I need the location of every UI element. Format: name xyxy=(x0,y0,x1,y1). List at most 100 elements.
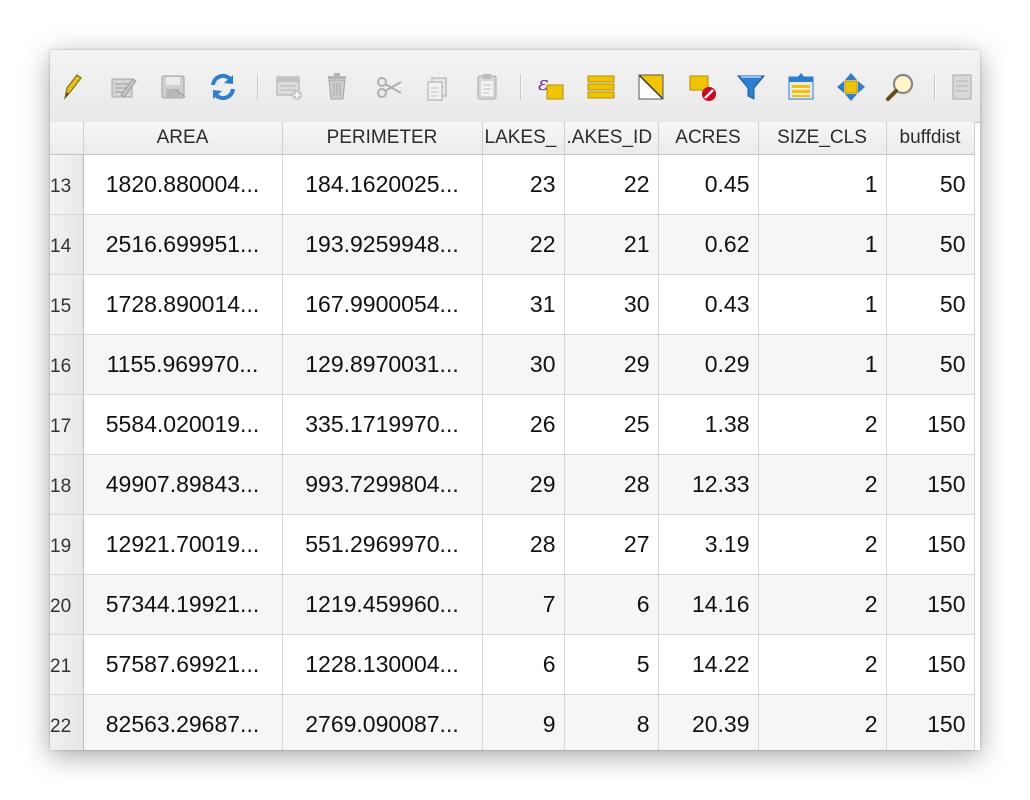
cell-lakes[interactable]: 22 xyxy=(482,214,565,275)
cell-size-cls[interactable]: 2 xyxy=(758,574,887,635)
row-number[interactable]: 18 xyxy=(50,454,84,515)
table-row[interactable]: 21 57587.69921... 1228.130004... 6 5 14.… xyxy=(50,634,975,695)
cell-lakes[interactable]: 31 xyxy=(482,274,565,335)
zoom-to-selected-icon[interactable] xyxy=(884,70,918,104)
cell-size-cls[interactable]: 1 xyxy=(758,154,887,215)
cell-buffdist[interactable]: 150 xyxy=(886,514,975,575)
delete-selected-icon[interactable] xyxy=(320,70,354,104)
cell-lakes[interactable]: 30 xyxy=(482,334,565,395)
invert-selection-icon[interactable] xyxy=(634,70,668,104)
row-number[interactable]: 19 xyxy=(50,514,84,575)
cell-acres[interactable]: 12.33 xyxy=(658,454,759,515)
cell-perimeter[interactable]: 993.7299804... xyxy=(282,454,483,515)
deselect-all-icon[interactable] xyxy=(686,70,720,104)
cell-buffdist[interactable]: 150 xyxy=(886,454,975,515)
cell-lakes[interactable]: 26 xyxy=(482,394,565,455)
reload-table-icon[interactable] xyxy=(206,70,240,104)
cell-lakes-id[interactable]: 28 xyxy=(564,454,659,515)
row-number[interactable]: 17 xyxy=(50,394,84,455)
corner-header[interactable] xyxy=(50,122,84,155)
table-row[interactable]: 20 57344.19921... 1219.459960... 7 6 14.… xyxy=(50,574,975,635)
cell-buffdist[interactable]: 50 xyxy=(886,274,975,335)
cell-buffdist[interactable]: 50 xyxy=(886,214,975,275)
select-all-icon[interactable] xyxy=(584,70,618,104)
cell-acres[interactable]: 1.38 xyxy=(658,394,759,455)
save-edits-icon[interactable] xyxy=(156,70,190,104)
cell-lakes-id[interactable]: 8 xyxy=(564,694,659,750)
cell-perimeter[interactable]: 193.9259948... xyxy=(282,214,483,275)
column-header-lakes-id[interactable]: .AKES_ID xyxy=(564,122,659,155)
filter-icon[interactable] xyxy=(734,70,768,104)
cell-lakes-id[interactable]: 6 xyxy=(564,574,659,635)
cell-lakes-id[interactable]: 30 xyxy=(564,274,659,335)
cell-size-cls[interactable]: 2 xyxy=(758,394,887,455)
cell-lakes-id[interactable]: 21 xyxy=(564,214,659,275)
cell-buffdist[interactable]: 50 xyxy=(886,154,975,215)
cell-perimeter[interactable]: 335.1719970... xyxy=(282,394,483,455)
column-header-acres[interactable]: ACRES xyxy=(658,122,759,155)
cell-area[interactable]: 12921.70019... xyxy=(83,514,283,575)
select-by-expression-icon[interactable]: ε xyxy=(534,70,568,104)
table-row[interactable]: 22 82563.29687... 2769.090087... 9 8 20.… xyxy=(50,694,975,750)
cell-area[interactable]: 57587.69921... xyxy=(83,634,283,695)
cell-area[interactable]: 49907.89843... xyxy=(83,454,283,515)
cell-perimeter[interactable]: 551.2969970... xyxy=(282,514,483,575)
cell-lakes[interactable]: 28 xyxy=(482,514,565,575)
column-header-area[interactable]: AREA xyxy=(83,122,283,155)
cell-area[interactable]: 1728.890014... xyxy=(83,274,283,335)
paste-icon[interactable] xyxy=(470,70,504,104)
toggle-multi-edit-icon[interactable] xyxy=(106,70,140,104)
move-selection-to-top-icon[interactable] xyxy=(784,70,818,104)
cell-area[interactable]: 82563.29687... xyxy=(83,694,283,750)
table-row[interactable]: 17 5584.020019... 335.1719970... 26 25 1… xyxy=(50,394,975,455)
cell-perimeter[interactable]: 1228.130004... xyxy=(282,634,483,695)
cell-buffdist[interactable]: 150 xyxy=(886,574,975,635)
cut-icon[interactable] xyxy=(372,70,406,104)
row-number[interactable]: 15 xyxy=(50,274,84,335)
column-header-size-cls[interactable]: SIZE_CLS xyxy=(758,122,887,155)
table-row[interactable]: 19 12921.70019... 551.2969970... 28 27 3… xyxy=(50,514,975,575)
cell-perimeter[interactable]: 184.1620025... xyxy=(282,154,483,215)
cell-buffdist[interactable]: 50 xyxy=(886,334,975,395)
cell-acres[interactable]: 0.29 xyxy=(658,334,759,395)
cell-acres[interactable]: 0.62 xyxy=(658,214,759,275)
toggle-editing-icon[interactable] xyxy=(54,70,88,104)
table-row[interactable]: 14 2516.699951... 193.9259948... 22 21 0… xyxy=(50,214,975,275)
cell-lakes[interactable]: 7 xyxy=(482,574,565,635)
cell-size-cls[interactable]: 1 xyxy=(758,274,887,335)
cell-size-cls[interactable]: 2 xyxy=(758,694,887,750)
cell-lakes[interactable]: 29 xyxy=(482,454,565,515)
table-row[interactable]: 15 1728.890014... 167.9900054... 31 30 0… xyxy=(50,274,975,335)
cell-buffdist[interactable]: 150 xyxy=(886,394,975,455)
cell-lakes-id[interactable]: 25 xyxy=(564,394,659,455)
table-row[interactable]: 16 1155.969970... 129.8970031... 30 29 0… xyxy=(50,334,975,395)
cell-lakes[interactable]: 9 xyxy=(482,694,565,750)
cell-acres[interactable]: 3.19 xyxy=(658,514,759,575)
row-number[interactable]: 22 xyxy=(50,694,84,750)
cell-acres[interactable]: 14.22 xyxy=(658,634,759,695)
column-header-buffdist[interactable]: buffdist xyxy=(886,122,975,155)
column-header-lakes[interactable]: LAKES_ xyxy=(482,122,565,155)
cell-lakes-id[interactable]: 29 xyxy=(564,334,659,395)
pan-to-selected-icon[interactable] xyxy=(834,70,868,104)
row-number[interactable]: 13 xyxy=(50,154,84,215)
cell-area[interactable]: 57344.19921... xyxy=(83,574,283,635)
cell-lakes-id[interactable]: 5 xyxy=(564,634,659,695)
cell-perimeter[interactable]: 129.8970031... xyxy=(282,334,483,395)
cell-area[interactable]: 5584.020019... xyxy=(83,394,283,455)
table-row[interactable]: 13 1820.880004... 184.1620025... 23 22 0… xyxy=(50,154,975,215)
column-header-perimeter[interactable]: PERIMETER xyxy=(282,122,483,155)
cell-size-cls[interactable]: 1 xyxy=(758,214,887,275)
table-row[interactable]: 18 49907.89843... 993.7299804... 29 28 1… xyxy=(50,454,975,515)
cell-lakes-id[interactable]: 22 xyxy=(564,154,659,215)
cell-perimeter[interactable]: 167.9900054... xyxy=(282,274,483,335)
row-number[interactable]: 20 xyxy=(50,574,84,635)
add-feature-icon[interactable] xyxy=(272,70,306,104)
cell-acres[interactable]: 0.45 xyxy=(658,154,759,215)
cell-size-cls[interactable]: 2 xyxy=(758,514,887,575)
cell-acres[interactable]: 0.43 xyxy=(658,274,759,335)
cell-perimeter[interactable]: 2769.090087... xyxy=(282,694,483,750)
row-number[interactable]: 21 xyxy=(50,634,84,695)
cell-area[interactable]: 2516.699951... xyxy=(83,214,283,275)
cell-size-cls[interactable]: 1 xyxy=(758,334,887,395)
